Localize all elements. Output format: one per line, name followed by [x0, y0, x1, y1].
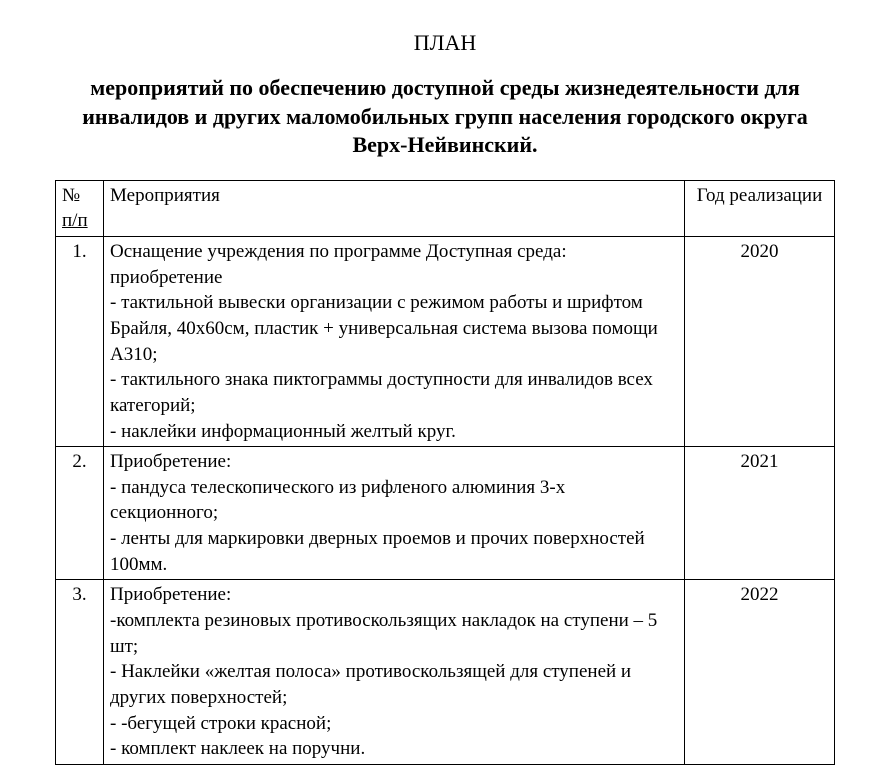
cell-number: 3. — [56, 580, 104, 764]
table-row: 1. Оснащение учреждения по программе Дос… — [56, 237, 835, 447]
header-number-line2: п/п — [62, 210, 88, 231]
table-row: 2. Приобретение: - пандуса телескопическ… — [56, 447, 835, 580]
cell-year: 2020 — [685, 237, 835, 447]
header-activity: Мероприятия — [104, 180, 685, 236]
header-year: Год реализации — [685, 180, 835, 236]
document-subtitle: мероприятий по обеспечению доступной сре… — [55, 74, 835, 160]
header-number: № п/п — [56, 180, 104, 236]
cell-number: 2. — [56, 447, 104, 580]
cell-number: 1. — [56, 237, 104, 447]
cell-year: 2022 — [685, 580, 835, 764]
cell-year: 2021 — [685, 447, 835, 580]
cell-activity: Приобретение: -комплекта резиновых проти… — [104, 580, 685, 764]
document-title: ПЛАН — [55, 30, 835, 56]
plan-table: № п/п Мероприятия Год реализации 1. Осна… — [55, 180, 835, 765]
table-row: 3. Приобретение: -комплекта резиновых пр… — [56, 580, 835, 764]
cell-activity: Приобретение: - пандуса телескопического… — [104, 447, 685, 580]
cell-activity: Оснащение учреждения по программе Доступ… — [104, 237, 685, 447]
table-header-row: № п/п Мероприятия Год реализации — [56, 180, 835, 236]
header-number-line1: № — [62, 185, 80, 206]
